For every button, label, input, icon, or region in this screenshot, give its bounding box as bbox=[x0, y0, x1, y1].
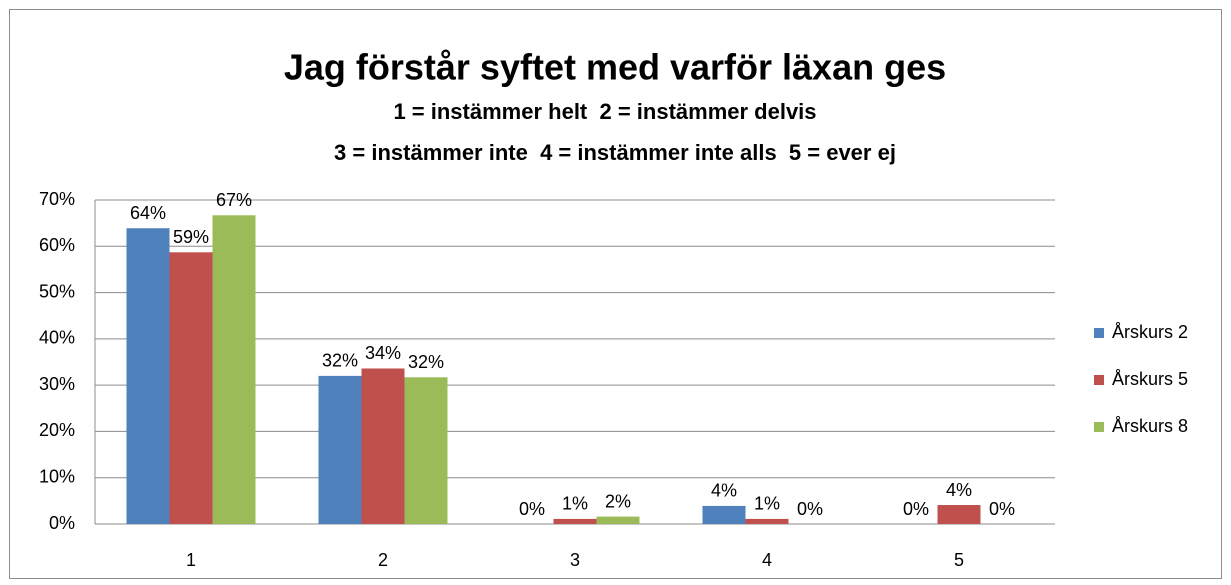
data-label: 1% bbox=[754, 494, 780, 514]
y-tick-label: 40% bbox=[39, 328, 75, 348]
y-tick-label: 0% bbox=[49, 513, 75, 533]
data-label: 32% bbox=[322, 351, 358, 371]
y-tick-label: 50% bbox=[39, 281, 75, 301]
y-tick-label: 70% bbox=[39, 189, 75, 209]
y-tick-label: 60% bbox=[39, 235, 75, 255]
data-label: 0% bbox=[903, 499, 929, 519]
chart-subtitle: 3 = instämmer inte 4 = instämmer inte al… bbox=[334, 140, 896, 165]
bar bbox=[361, 368, 405, 524]
bar bbox=[318, 375, 362, 524]
bar bbox=[404, 377, 448, 524]
chart-subtitle: 1 = instämmer helt 2 = instämmer delvis bbox=[393, 99, 816, 124]
legend-label: Årskurs 8 bbox=[1112, 416, 1188, 436]
x-tick-label: 1 bbox=[186, 550, 196, 570]
chart-title: Jag förstår syftet med varför läxan ges bbox=[284, 47, 946, 88]
legend-swatch bbox=[1094, 375, 1104, 385]
data-label: 32% bbox=[408, 352, 444, 372]
bar bbox=[553, 518, 597, 524]
x-tick-label: 5 bbox=[954, 550, 964, 570]
bar bbox=[169, 252, 213, 524]
legend-label: Årskurs 2 bbox=[1112, 322, 1188, 342]
data-label: 0% bbox=[989, 499, 1015, 519]
x-tick-label: 4 bbox=[762, 550, 772, 570]
data-label: 34% bbox=[365, 343, 401, 363]
bar bbox=[596, 516, 640, 524]
data-label: 4% bbox=[946, 480, 972, 500]
data-label: 64% bbox=[130, 203, 166, 223]
data-label: 2% bbox=[605, 491, 631, 511]
y-tick-label: 20% bbox=[39, 420, 75, 440]
bar bbox=[702, 505, 746, 524]
legend-swatch bbox=[1094, 422, 1104, 432]
y-tick-label: 30% bbox=[39, 374, 75, 394]
data-label: 1% bbox=[562, 494, 588, 514]
data-label: 4% bbox=[711, 481, 737, 501]
data-label: 67% bbox=[216, 190, 252, 210]
data-label: 0% bbox=[519, 499, 545, 519]
x-tick-label: 2 bbox=[378, 550, 388, 570]
x-tick-label: 3 bbox=[570, 550, 580, 570]
data-label: 0% bbox=[797, 499, 823, 519]
y-tick-label: 10% bbox=[39, 466, 75, 486]
bar bbox=[745, 518, 789, 524]
legend-label: Årskurs 5 bbox=[1112, 369, 1188, 389]
bar bbox=[126, 228, 170, 524]
bar bbox=[212, 215, 256, 524]
bar bbox=[937, 505, 981, 524]
data-label: 59% bbox=[173, 227, 209, 247]
legend-swatch bbox=[1094, 328, 1104, 338]
